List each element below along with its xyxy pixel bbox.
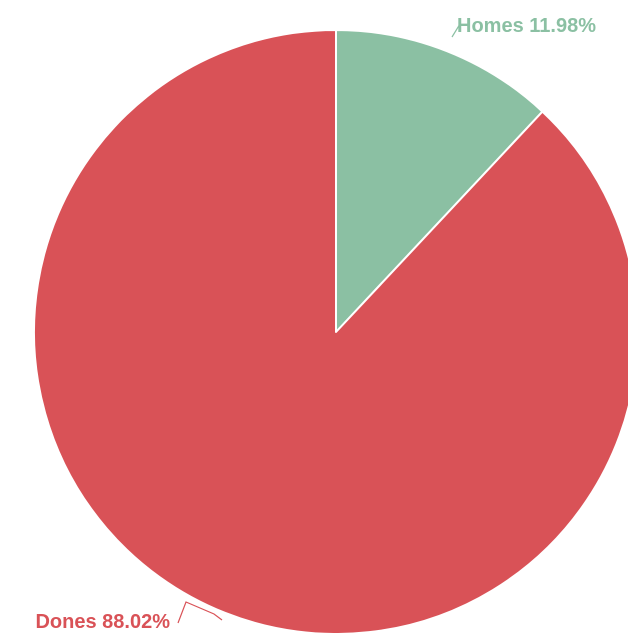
leader-line-homes [451, 23, 461, 38]
slice-label-homes: Homes 11.98% [457, 15, 596, 37]
slice-labels: Homes 11.98% Dones 88.02% [35, 15, 596, 633]
leader-line-dones [177, 601, 223, 624]
pie-slices [33, 29, 628, 633]
slice-label-dones: Dones 88.02% [35, 611, 170, 633]
pie-slice-dones [33, 29, 628, 633]
leader-lines [177, 23, 461, 624]
pie-slice-homes [335, 29, 544, 333]
